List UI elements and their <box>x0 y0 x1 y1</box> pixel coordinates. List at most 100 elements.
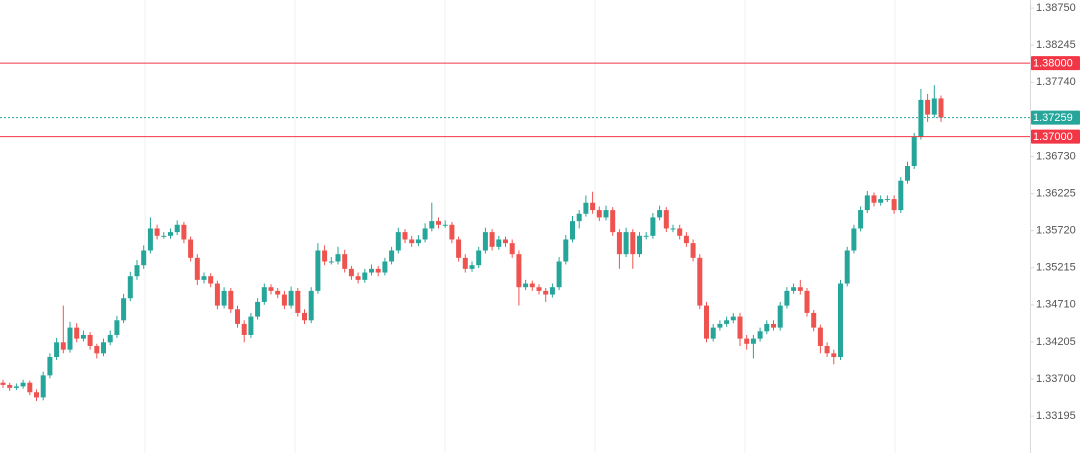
candle-body <box>141 250 147 266</box>
candle-body <box>523 283 529 288</box>
candle-body <box>804 290 810 313</box>
candle-body <box>67 327 73 350</box>
candle-body <box>469 265 475 269</box>
candle-body <box>898 180 904 211</box>
candle-body <box>482 232 488 251</box>
candle-body <box>335 254 341 262</box>
candle-body <box>509 243 515 255</box>
candle-body <box>730 316 736 321</box>
candle-body <box>764 323 770 332</box>
candle-body <box>603 210 609 218</box>
candle-body <box>174 224 180 233</box>
candle-body <box>389 250 395 262</box>
candle-body <box>516 254 522 288</box>
candle-body <box>74 327 80 339</box>
candle-body <box>328 261 334 263</box>
candle-body <box>375 268 381 273</box>
candle-body <box>181 224 187 240</box>
candle-body <box>241 323 247 335</box>
y-tick-label: 1.38245 <box>1036 39 1076 51</box>
candle-body <box>134 265 140 277</box>
candle-body <box>563 239 569 262</box>
candle-body <box>905 166 910 181</box>
candle-body <box>590 202 596 211</box>
candle-body <box>101 342 106 354</box>
candle-body <box>583 202 589 214</box>
candle-body <box>275 290 281 295</box>
candle-body <box>576 213 582 222</box>
candle-body <box>657 210 663 218</box>
candle-body <box>208 276 214 284</box>
candle-body <box>54 342 60 357</box>
candle-body <box>858 210 864 229</box>
candle-body <box>369 268 374 273</box>
candle-body <box>382 261 388 273</box>
candle-body <box>757 331 763 339</box>
candle-body <box>201 276 207 280</box>
y-tick-label: 1.33700 <box>1036 373 1076 385</box>
candle-body <box>107 334 113 343</box>
candle-body <box>168 232 173 236</box>
candle-body <box>791 287 797 291</box>
candle-body <box>496 239 502 247</box>
candle-body <box>831 353 837 357</box>
candle-body <box>911 136 917 167</box>
candle-body <box>402 232 408 240</box>
candle-body <box>342 254 348 269</box>
candle-body <box>610 210 616 233</box>
candle-body <box>449 224 455 240</box>
candle-body <box>683 235 689 244</box>
candle-body <box>0 382 6 385</box>
price-label-box <box>1031 56 1080 71</box>
candle-body <box>570 221 575 240</box>
candle-body <box>918 99 924 137</box>
candle-body <box>456 239 462 258</box>
candle-body <box>637 235 642 255</box>
y-tick-label: 1.34710 <box>1036 299 1076 311</box>
candle-body <box>261 287 267 302</box>
candle-body <box>40 375 46 398</box>
candle-body <box>817 327 823 346</box>
candle-body <box>462 257 468 269</box>
candle-body <box>931 98 937 115</box>
y-tick-label: 1.38750 <box>1036 2 1076 14</box>
candle-body <box>362 272 368 280</box>
candle-body <box>616 232 622 255</box>
candle-body <box>248 316 254 335</box>
candle-body <box>147 228 153 251</box>
candle-body <box>295 290 301 313</box>
candle-body <box>47 356 53 376</box>
candle-body <box>670 228 676 230</box>
candle-body <box>643 235 649 237</box>
y-tick-label: 1.35215 <box>1036 262 1076 274</box>
candle-body <box>429 221 435 229</box>
candle-body <box>750 338 756 344</box>
candle-body <box>710 327 716 339</box>
y-tick-label: 1.36730 <box>1036 150 1076 162</box>
candle-body <box>529 283 535 288</box>
price-label: 1.37000 <box>1033 131 1073 143</box>
y-tick-label: 1.33195 <box>1036 410 1076 422</box>
candle-body <box>94 345 100 354</box>
candle-body <box>235 309 240 324</box>
candle-body <box>154 228 160 236</box>
candle-body <box>536 287 542 291</box>
candle-body <box>302 312 307 321</box>
candle-body <box>549 287 555 295</box>
candle-body <box>884 199 890 201</box>
candle-body <box>355 276 361 280</box>
candle-body <box>268 287 274 291</box>
y-tick-label: 1.35720 <box>1036 225 1076 237</box>
candle-body <box>27 382 33 393</box>
y-tick-label: 1.34205 <box>1036 336 1076 348</box>
candle-body <box>697 257 703 306</box>
price-label-box <box>1031 110 1080 125</box>
candle-body <box>717 323 723 328</box>
candle-body <box>677 228 683 236</box>
price-label: 1.37259 <box>1033 112 1073 124</box>
candle-body <box>704 305 709 339</box>
candle-body <box>503 239 508 244</box>
candle-body <box>476 250 482 266</box>
